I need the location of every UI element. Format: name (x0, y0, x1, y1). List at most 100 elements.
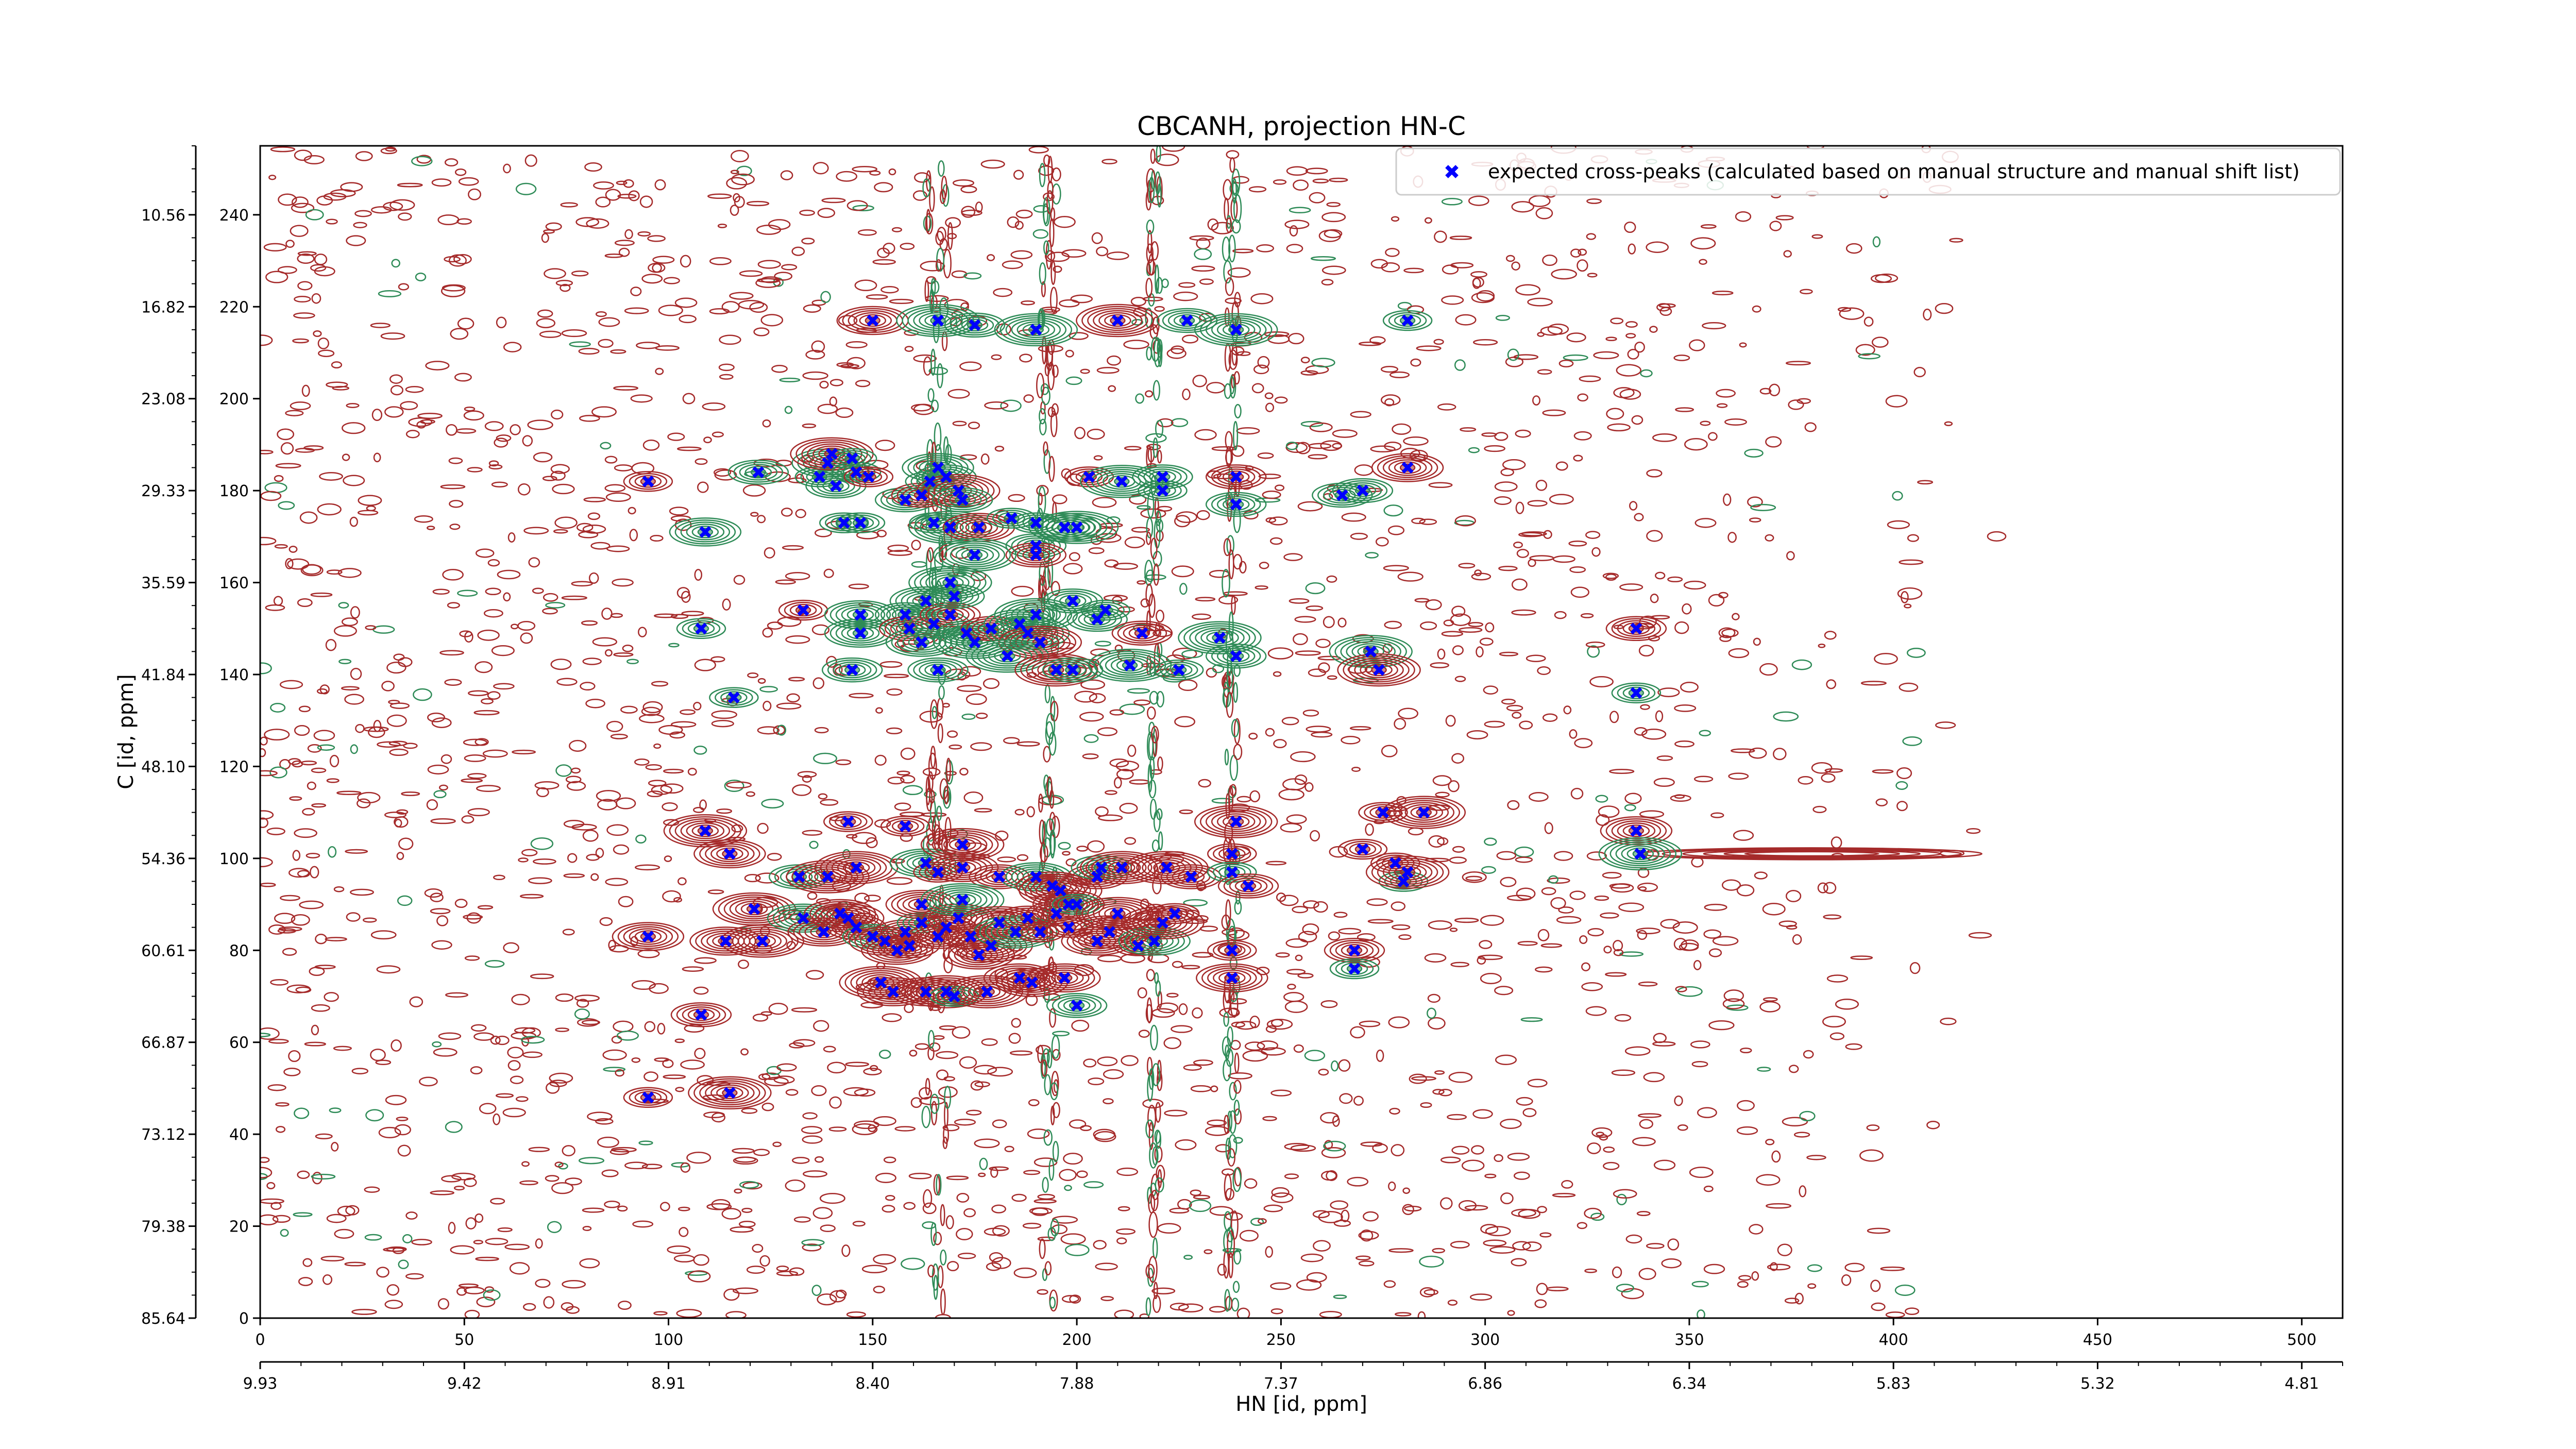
cross-peak-marker (952, 912, 964, 924)
cross-peak-marker (1226, 848, 1238, 860)
y-tick-label: 80 (229, 942, 249, 960)
cross-peak-marker (973, 521, 985, 533)
cross-peak-marker (899, 494, 911, 506)
cross-peak-marker (1230, 324, 1242, 336)
ppm-x-tick-label: 5.83 (1876, 1375, 1911, 1393)
ppm-y-tick-label: 48.10 (141, 758, 185, 776)
cross-peak-marker (932, 931, 944, 942)
x-tick-label: 250 (1266, 1331, 1296, 1349)
cross-peak-marker (940, 986, 952, 998)
cross-peak-marker (1397, 875, 1410, 887)
cross-peak-marker (642, 1091, 654, 1104)
cross-peak-marker (797, 604, 809, 616)
cross-peak-marker (1377, 806, 1389, 819)
x-tick-label: 300 (1470, 1331, 1500, 1349)
cross-peak-marker (1132, 939, 1144, 952)
cross-peak-marker (1058, 972, 1071, 984)
cross-peak-marker (842, 912, 854, 924)
cross-peak-marker (1230, 650, 1242, 662)
ppm-y-tick-label: 54.36 (141, 850, 185, 868)
cross-peak-marker (797, 912, 809, 924)
cross-peak-marker (1062, 921, 1075, 934)
y-tick-label: 240 (219, 207, 249, 225)
cross-peak-marker (1401, 462, 1414, 474)
ppm-x-tick-label: 7.88 (1060, 1375, 1094, 1393)
legend-box (1395, 147, 2341, 196)
cross-peak-marker (1095, 862, 1108, 874)
cross-peak-marker (916, 636, 928, 648)
cross-peak-marker (1022, 627, 1034, 639)
cross-peak-marker (1348, 963, 1361, 975)
cross-peak-marker (642, 475, 654, 487)
cross-peak-marker (1013, 972, 1026, 984)
cross-peak-markers (642, 314, 1647, 1104)
cross-peak-marker (1401, 314, 1414, 327)
y-tick-label: 40 (229, 1126, 249, 1144)
cross-peak-marker (727, 692, 740, 704)
cross-peak-marker (944, 521, 956, 533)
cross-peak-marker (818, 926, 830, 938)
cross-peak-marker (1124, 659, 1136, 671)
cross-peak-marker (1111, 314, 1124, 327)
cross-peak-marker (1226, 866, 1238, 879)
ppm-y-tick-label: 41.84 (141, 666, 185, 684)
cross-peak-marker (834, 907, 846, 920)
cross-peak-marker (1091, 871, 1104, 883)
ppm-x-tick-label: 7.37 (1264, 1375, 1298, 1393)
cross-peak-marker (969, 636, 981, 648)
cross-peak-marker (879, 935, 891, 947)
cross-peak-marker (1230, 816, 1242, 828)
cross-peak-marker (956, 862, 969, 874)
cross-peak-marker (723, 1087, 736, 1099)
cross-peak-marker (932, 462, 944, 474)
cross-peak-marker (887, 986, 899, 998)
cross-peak-marker (1054, 884, 1066, 897)
cross-peak-marker (1157, 470, 1168, 483)
cross-peak-marker (1034, 636, 1046, 648)
ppm-x-tick-label: 8.91 (651, 1375, 686, 1393)
cross-peak-marker (903, 939, 916, 952)
cross-peak-marker (948, 590, 960, 602)
cross-peak-marker (960, 627, 973, 639)
cross-peak-marker (985, 622, 997, 635)
cross-peak-marker (822, 457, 834, 469)
cross-peak-marker (891, 944, 903, 956)
cross-peak-marker (1030, 549, 1042, 561)
cross-peak-marker (964, 931, 977, 942)
ppm-y-tick-label: 85.64 (141, 1310, 185, 1328)
cross-peak-marker (924, 475, 936, 487)
cross-peak-marker (1001, 650, 1013, 662)
cross-peak-marker (748, 903, 760, 915)
cross-peak-marker (1111, 907, 1124, 920)
x-tick-label: 400 (1879, 1331, 1908, 1349)
cross-peak-marker (1030, 609, 1042, 621)
cross-peak-marker (1630, 824, 1642, 837)
cross-peak-marker (830, 480, 842, 492)
y-tick-label: 160 (219, 575, 249, 593)
cross-peak-marker (916, 917, 928, 929)
cross-peak-marker (838, 517, 850, 529)
cross-peak-marker (862, 470, 875, 483)
ppm-x-tick-label: 9.42 (447, 1375, 482, 1393)
x-tick-label: 450 (2083, 1331, 2112, 1349)
y-tick-label: 140 (219, 666, 249, 684)
cross-peak-marker (1005, 512, 1018, 525)
cross-peak-marker (1161, 862, 1173, 874)
cross-peak-marker (940, 470, 952, 483)
cross-peak-marker (1030, 517, 1042, 529)
cross-peak-marker (1185, 871, 1197, 883)
cross-peak-marker (723, 848, 736, 860)
cross-peak-marker (985, 939, 997, 952)
cross-peak-marker (1066, 595, 1079, 607)
ppm-y-tick-label: 79.38 (141, 1218, 185, 1236)
cross-peak-marker (1389, 857, 1401, 869)
cross-peak-marker (1030, 540, 1042, 552)
y-tick-label: 220 (219, 298, 249, 316)
y-tick-label: 100 (219, 850, 249, 868)
cross-peak-marker (1357, 484, 1369, 497)
cross-peak-marker (1181, 314, 1193, 327)
y-tick-label: 180 (219, 482, 249, 500)
cross-peak-marker (1418, 806, 1430, 819)
